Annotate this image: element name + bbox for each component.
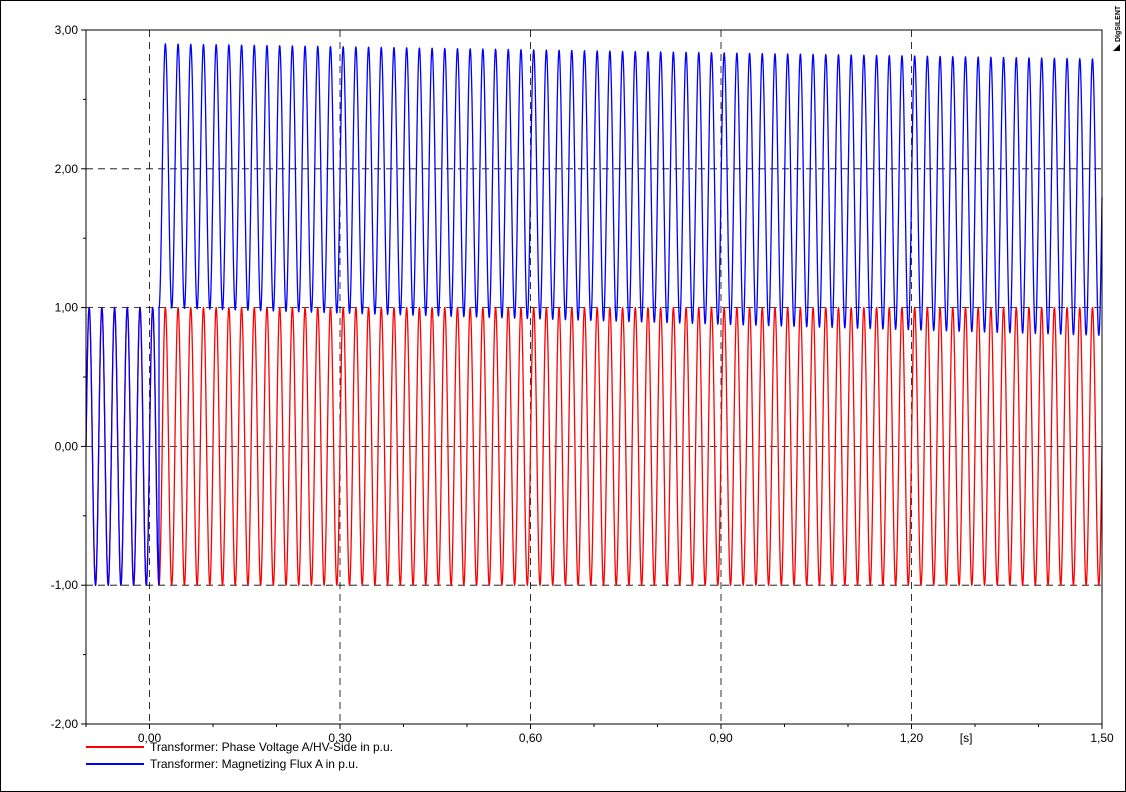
- x-tick-label: 0,30: [328, 731, 352, 745]
- y-tick-label: 1,00: [55, 301, 79, 315]
- digsilent-watermark: DIgSILENT: [1115, 5, 1122, 42]
- legend-label: Transformer: Phase Voltage A/HV-Side in …: [150, 740, 393, 754]
- x-tick-label: 0,90: [709, 731, 733, 745]
- y-tick-label: -2,00: [51, 717, 79, 731]
- y-tick-label: 0,00: [55, 439, 79, 453]
- legend-label: Transformer: Magnetizing Flux A in p.u.: [150, 757, 358, 771]
- x-axis-label: [s]: [960, 731, 973, 745]
- legend: Transformer: Phase Voltage A/HV-Side in …: [86, 740, 393, 771]
- phase-voltage-series-line: [85, 306, 1103, 587]
- y-tick-label: -1,00: [51, 578, 79, 592]
- series-layer: [85, 43, 1103, 587]
- y-tick-label: 3,00: [55, 23, 79, 37]
- digsilent-logo-icon: [1113, 44, 1120, 51]
- x-tick-label: 1,50: [1090, 731, 1114, 745]
- y-tick-label: 2,00: [55, 162, 79, 176]
- x-tick-label: 0,00: [138, 731, 162, 745]
- ticks: -2,00 -1,00 0,00 1,00 2,00 3,00 0,00 0,30 0,60 0,…: [51, 23, 1114, 745]
- x-tick-label: 0,60: [519, 731, 543, 745]
- x-tick-label: 1,20: [900, 731, 924, 745]
- grid: [86, 29, 1103, 725]
- plot-area-border: [85, 29, 1103, 725]
- magnetizing-flux-series-line: [85, 43, 1103, 587]
